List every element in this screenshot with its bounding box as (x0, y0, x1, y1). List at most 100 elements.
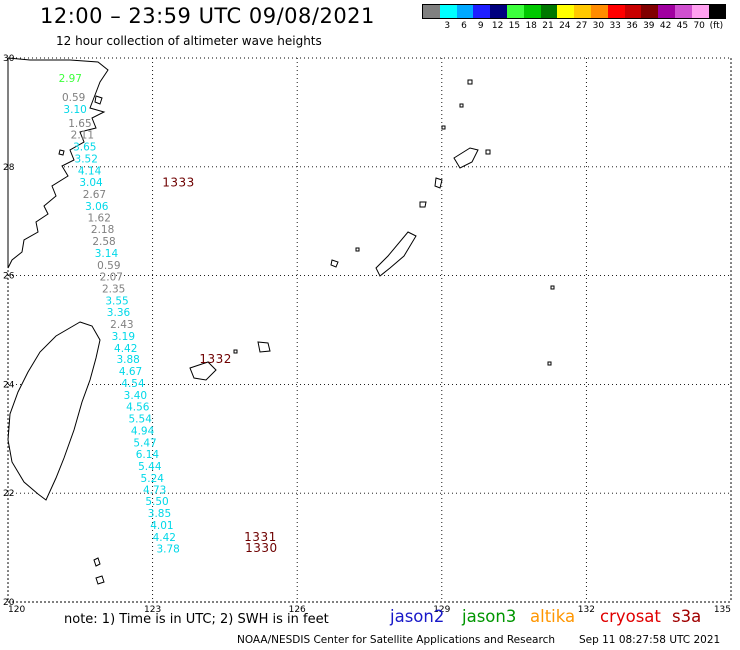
legend-tick-label: 39 (643, 21, 655, 31)
wave-height-value: 5.50 (145, 496, 168, 508)
wave-height-value: 2.67 (83, 189, 106, 201)
wave-height-value: 3.19 (112, 331, 135, 343)
legend-tick-label: 3 (444, 21, 451, 31)
legend-unit-label: (ft) (709, 21, 724, 31)
legend-tick-label: 9 (477, 21, 484, 31)
wave-height-value: 5.47 (133, 437, 156, 449)
okinawa-island (375, 231, 417, 277)
wave-height-value: 4.56 (126, 402, 150, 414)
wave-height-value: 2.58 (92, 236, 115, 248)
legend-tick-label: 15 (508, 21, 521, 31)
legend-tick-labels: 3 6 9 12 15 18 21 24 27 30 33 36 39 42 45 70 (ft) (422, 19, 726, 33)
wave-height-value: 3.85 (148, 508, 171, 520)
longitude-tick-label: 129 (433, 605, 450, 615)
wave-height-value: 4.67 (119, 366, 142, 378)
wave-height-value: 4.73 (143, 485, 166, 497)
wave-height-value: 3.06 (85, 201, 109, 213)
wave-height-value: 3.40 (124, 390, 147, 402)
wave-height-value: 4.01 (150, 520, 173, 532)
wave-height-color-legend: 3 6 9 12 15 18 21 24 27 30 33 36 39 42 45 70 (ft) (422, 4, 727, 33)
latitude-tick-label: 22 (3, 489, 14, 499)
legend-swatch (557, 5, 575, 18)
wave-height-value: 2.43 (110, 319, 133, 331)
ryukyu-island (441, 125, 446, 130)
satellite-legend-item: jason3 (462, 607, 517, 626)
wave-height-value: 3.04 (79, 177, 103, 189)
wave-height-value: 3.55 (105, 295, 128, 307)
latitude-tick-label: 30 (3, 54, 15, 64)
satellite-legend-item: jason2 (390, 607, 445, 626)
legend-tick-label: 27 (575, 21, 588, 31)
wave-height-value: 5.44 (138, 461, 162, 473)
wave-height-value: 2.35 (102, 283, 125, 295)
legend-swatch (423, 5, 440, 18)
ryukyu-island (419, 201, 427, 208)
generated-timestamp: Sep 11 08:27:58 UTC 2021 (579, 634, 721, 646)
legend-tick-label: 42 (659, 21, 672, 31)
legend-swatch (473, 5, 491, 18)
chart-subtitle: 12 hour collection of altimeter wave hei… (56, 34, 322, 48)
wave-height-value: 5.24 (141, 473, 165, 485)
wave-height-labels: 2.970.593.101.652.113.653.524.143.042.67… (59, 73, 180, 556)
wave-height-value: 2.18 (91, 224, 114, 236)
legend-swatch (691, 5, 709, 18)
legend-swatch (641, 5, 659, 18)
ryukyu-island (330, 259, 339, 268)
wave-height-value: 0.59 (97, 260, 120, 272)
ryukyu-island (467, 79, 473, 85)
legend-swatch (574, 5, 591, 18)
satellite-legend-item: altika (530, 607, 576, 626)
legend-swatch (540, 5, 558, 18)
batanes-island (93, 557, 101, 567)
wave-height-value: 1.65 (68, 118, 91, 130)
ryukyu-island (233, 349, 238, 354)
batanes-island (95, 575, 105, 585)
wave-height-value: 3.52 (75, 153, 98, 165)
legend-tick-label: 45 (676, 21, 689, 31)
longitude-tick-label: 132 (578, 605, 595, 615)
ryukyu-island (459, 103, 464, 108)
wave-height-value: 3.78 (156, 543, 179, 555)
amami-island (453, 147, 479, 169)
taiwan-island (7, 321, 101, 501)
track-id-label: 1330 (245, 541, 278, 555)
legend-swatch (658, 5, 675, 18)
legend-swatch (506, 5, 524, 18)
wave-height-value: 4.42 (153, 532, 176, 544)
legend-swatch (607, 5, 625, 18)
track-id-label: 1331 (244, 530, 277, 544)
wave-height-value: 3.10 (63, 104, 86, 116)
wave-height-value: 3.36 (107, 307, 131, 319)
coastal-island (94, 95, 103, 105)
wave-height-value: 4.42 (114, 343, 137, 355)
wave-height-value: 2.07 (100, 271, 123, 283)
legend-tick-label: 6 (461, 21, 467, 31)
latitude-tick-label: 28 (3, 163, 15, 173)
ryukyu-island (434, 177, 443, 189)
daito-island (547, 361, 552, 366)
legend-tick-label: 33 (609, 21, 621, 31)
ryukyu-island (485, 149, 491, 155)
legend-color-bar (422, 4, 727, 19)
satellite-legend-item: cryosat (600, 607, 661, 626)
track-id-label: 1333 (162, 175, 195, 189)
lat-lon-grid (7, 57, 732, 603)
credit-text: NOAA/NESDIS Center for Satellite Applica… (237, 634, 555, 646)
legend-tick-label: 24 (559, 21, 571, 31)
satellite-legend-item: s3a (672, 607, 702, 626)
legend-swatch (624, 5, 642, 18)
legend-tick-label: 21 (542, 21, 554, 31)
legend-swatch (708, 5, 726, 18)
legend-swatch (590, 5, 608, 18)
legend-swatch (456, 5, 474, 18)
track-id-label: 1332 (199, 352, 232, 366)
wave-height-value: 6.14 (136, 449, 160, 461)
wave-height-value: 2.97 (59, 73, 82, 85)
coastal-island (58, 149, 65, 156)
legend-tick-label: 36 (626, 21, 638, 31)
wave-height-value: 3.14 (95, 248, 119, 260)
longitude-tick-label: 123 (144, 605, 161, 615)
wave-height-value: 4.94 (131, 425, 155, 437)
